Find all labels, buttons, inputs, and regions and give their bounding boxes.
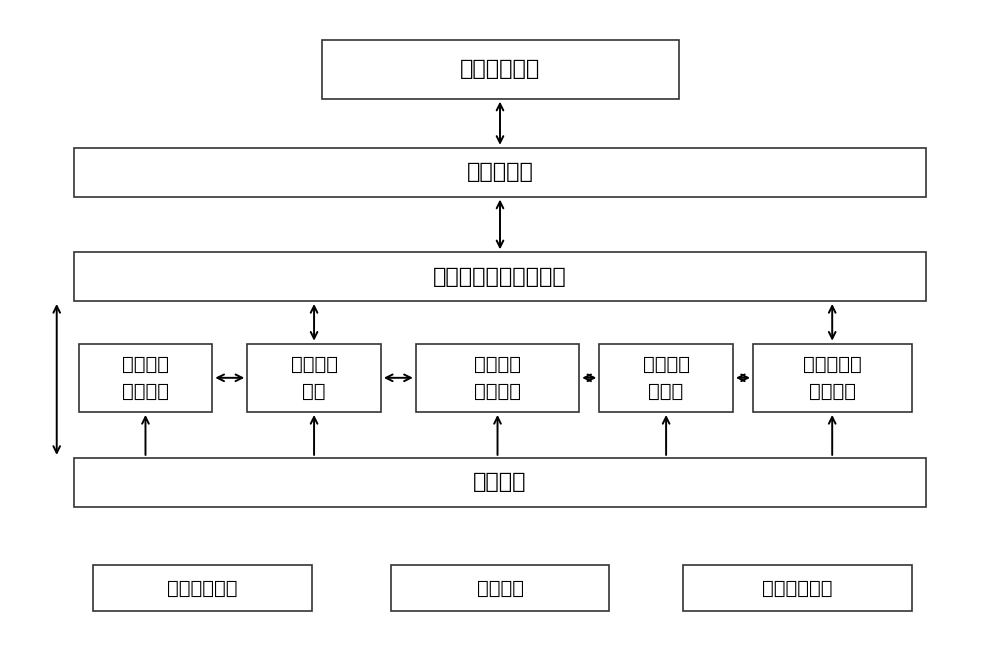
- Bar: [322, 40, 678, 98]
- Text: 危化溶液
存储系统: 危化溶液 存储系统: [122, 355, 169, 401]
- Bar: [74, 253, 926, 301]
- Bar: [79, 344, 212, 412]
- Bar: [391, 565, 609, 611]
- Bar: [753, 344, 912, 412]
- Text: 电源管理模块: 电源管理模块: [762, 579, 833, 598]
- Bar: [247, 344, 381, 412]
- Bar: [74, 148, 926, 197]
- Text: 电源系统: 电源系统: [473, 472, 527, 492]
- Text: 多功能夹
具系统: 多功能夹 具系统: [643, 355, 690, 401]
- Bar: [416, 344, 579, 412]
- Text: 视觉超声波
检测系统: 视觉超声波 检测系统: [803, 355, 862, 401]
- Text: 无线充电系统: 无线充电系统: [167, 579, 238, 598]
- Text: 无线通讯数据传输系统: 无线通讯数据传输系统: [433, 266, 567, 287]
- Bar: [599, 344, 733, 412]
- Text: 多关节机
械臂系统: 多关节机 械臂系统: [474, 355, 521, 401]
- Text: 总控制台系统: 总控制台系统: [460, 59, 540, 79]
- Text: 移动小车
系统: 移动小车 系统: [291, 355, 338, 401]
- Text: 锂电池组: 锂电池组: [477, 579, 524, 598]
- Bar: [93, 565, 312, 611]
- Bar: [74, 458, 926, 507]
- Text: 有线局域网: 有线局域网: [467, 162, 533, 182]
- Bar: [683, 565, 912, 611]
